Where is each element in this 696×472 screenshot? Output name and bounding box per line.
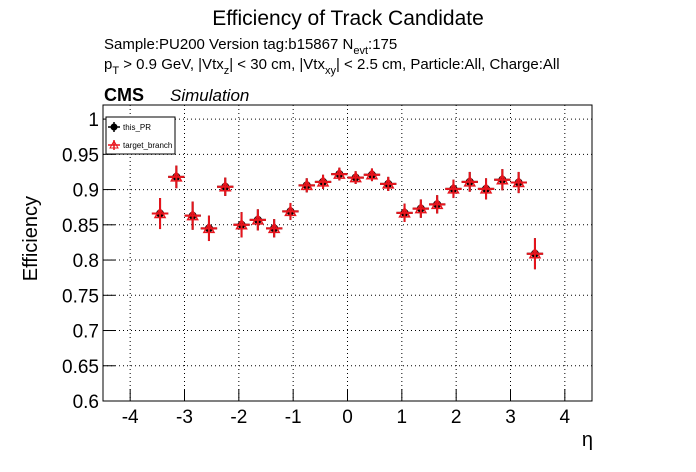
info-text: | < 2.5 cm, Particle:All, Charge:All	[336, 56, 560, 73]
legend-marker	[109, 139, 119, 149]
y-tick-label: 0.6	[73, 392, 99, 413]
marker	[430, 197, 444, 210]
y-tick-label: 0.65	[62, 357, 99, 378]
info-text: Sample:PU200 Version tag:b15867 N	[104, 36, 353, 53]
info-line: pT > 0.9 GeV, |Vtxz| < 30 cm, |Vtxxy| < …	[104, 56, 560, 77]
x-tick-label: -4	[122, 407, 139, 428]
experiment-label: CMS	[104, 85, 144, 105]
marker	[365, 168, 379, 180]
marker	[284, 204, 297, 217]
x-tick-label: 2	[451, 407, 462, 428]
marker	[186, 209, 199, 221]
marker	[153, 206, 167, 219]
info-text: | < 30 cm, |Vtx	[229, 56, 325, 73]
marker	[398, 206, 411, 218]
marker	[218, 180, 232, 192]
x-tick-label: 4	[560, 407, 571, 428]
marker	[512, 175, 525, 188]
y-tick-label: 0.8	[73, 251, 99, 272]
marker	[349, 171, 362, 183]
marker	[300, 178, 314, 191]
marker	[235, 218, 248, 230]
x-tick-label: 1	[397, 407, 408, 428]
info-text: :175	[368, 36, 397, 53]
y-tick-label: 1	[88, 110, 99, 131]
info-text: > 0.9 GeV, |Vtx	[119, 56, 224, 73]
legend-marker	[110, 123, 118, 131]
marker	[267, 221, 281, 234]
info-line: Sample:PU200 Version tag:b15867 Nevt:175	[104, 36, 397, 57]
marker	[447, 182, 460, 194]
marker	[496, 173, 509, 185]
x-axis-label: η	[582, 429, 593, 451]
marker	[463, 175, 477, 187]
x-tick-label: 0	[342, 407, 353, 428]
x-tick-label: -2	[230, 407, 247, 428]
chart-title: Efficiency of Track Candidate	[212, 7, 484, 30]
x-tick-label: -3	[176, 407, 193, 428]
marker	[251, 213, 265, 225]
legend-label: target_branch	[123, 141, 172, 150]
info-subscript: evt	[353, 45, 368, 57]
marker	[381, 177, 395, 189]
y-tick-label: 0.85	[62, 216, 99, 237]
x-tick-label: 3	[505, 407, 516, 428]
info-subscript: xy	[325, 65, 337, 77]
y-tick-label: 0.75	[62, 286, 99, 307]
experiment-note: Simulation	[170, 86, 249, 105]
marker	[528, 247, 542, 259]
marker	[414, 202, 428, 214]
marker	[479, 182, 493, 194]
marker	[333, 167, 346, 179]
marker	[316, 175, 330, 187]
x-tick-label: -1	[285, 407, 302, 428]
y-axis-label: Efficiency	[20, 196, 42, 281]
legend-label: this_PR	[123, 123, 151, 132]
marker	[170, 170, 183, 182]
y-tick-label: 0.95	[62, 145, 99, 166]
y-tick-label: 0.9	[73, 181, 99, 202]
marker	[202, 221, 216, 234]
info-subscript: T	[112, 65, 119, 77]
info-text: p	[104, 56, 112, 73]
info-subscript: z	[224, 65, 230, 77]
y-tick-label: 0.7	[73, 322, 99, 343]
